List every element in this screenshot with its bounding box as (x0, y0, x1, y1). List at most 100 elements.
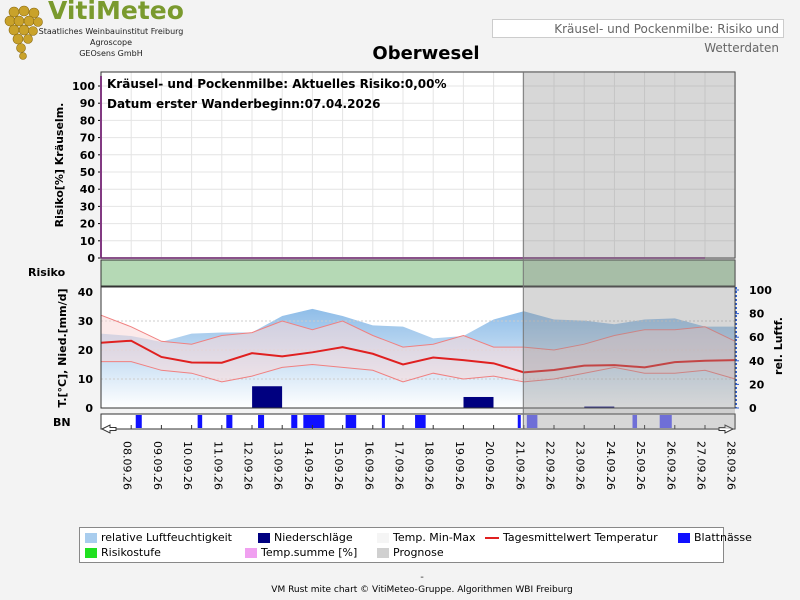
x-tick-label: 25.09.26 (634, 441, 647, 490)
risk-y-tick-label: 80 (80, 114, 96, 127)
leaf-wetness-label: BN (53, 416, 71, 429)
temp-min-line (101, 361, 736, 383)
legend-item: Temp.summe [%] (245, 546, 357, 559)
leaf-wetness-bar (345, 415, 357, 428)
x-tick-label: 24.09.26 (604, 441, 617, 490)
legend-label: Risikostufe (101, 546, 161, 559)
x-tick-label: 26.09.26 (664, 441, 677, 490)
x-tick-label: 13.09.26 (272, 441, 285, 490)
legend-label: Niederschläge (274, 531, 353, 544)
temp-max-line (100, 314, 736, 351)
legend-swatch (377, 547, 389, 558)
temp-y-tick-label: 0 (85, 402, 93, 415)
legend-item: Temp. Min-Max (377, 531, 476, 544)
x-tick-label: 20.09.26 (483, 441, 496, 490)
legend-item: Prognose (377, 546, 444, 559)
risk-y-axis-label: Risiko[%] Kräuselm. (53, 103, 66, 228)
x-tick-label: 15.09.26 (332, 441, 345, 490)
humidity-y-tick-label: 0 (749, 402, 757, 415)
x-tick-label: 22.09.26 (544, 441, 557, 490)
mean-temp-line (100, 339, 736, 374)
x-tick-label: 21.09.26 (513, 441, 526, 490)
leaf-wetness-bar (517, 415, 521, 428)
precip-bar (584, 406, 615, 408)
legend-swatch (245, 547, 257, 558)
risk-info-start-date: Datum erster Wanderbeginn:07.04.2026 (107, 97, 381, 111)
risk-y-tick-label: 30 (80, 200, 96, 213)
leaf-wetness-bar (303, 415, 325, 428)
x-tick-label: 10.09.26 (181, 441, 194, 490)
humidity-y-tick-label: 60 (749, 331, 765, 344)
risk-y-tick-label: 40 (80, 183, 96, 196)
x-tick-label: 12.09.26 (242, 441, 255, 490)
x-tick-label: 09.09.26 (151, 441, 164, 490)
leaf-wetness-bar (415, 415, 426, 428)
temp-y-tick-label: 40 (78, 286, 94, 299)
risk-plot-border (100, 71, 736, 259)
leaf-wetness-bar (226, 415, 233, 428)
humidity-y-tick-label: 80 (749, 308, 765, 321)
footer-credit: VM Rust mite chart © VitiMeteo-Gruppe. A… (271, 585, 573, 595)
x-tick-label: 16.09.26 (362, 441, 375, 490)
legend-label: Temp.summe [%] (261, 546, 358, 559)
x-tick-label: 17.09.26 (393, 441, 406, 490)
legend-item: Blattnässe (678, 531, 752, 544)
risk-y-tick-label: 100 (72, 80, 95, 93)
risk-y-tick-label: 50 (80, 166, 96, 179)
risk-y-tick-label: 90 (80, 97, 96, 110)
legend-label: Blattnässe (694, 531, 752, 544)
risk-band-border (100, 259, 736, 287)
chart-legend: relative Luftfeuchtigkeit Niederschläge Te… (79, 527, 752, 563)
humidity-y-axis-label: rel. Luftf. (772, 317, 785, 375)
risk-info-current: Kräusel- und Pockenmilbe: Aktuelles Risi… (107, 77, 447, 91)
x-tick-label: 23.09.26 (574, 441, 587, 490)
temp-y-axis-label: T.[°C], Nied.[mm/d] (56, 288, 69, 407)
leaf-wetness-bar (135, 415, 142, 428)
risk-level-band (101, 260, 735, 286)
x-tick-label: 08.09.26 (121, 441, 134, 490)
x-tick-label: 11.09.26 (211, 441, 224, 490)
legend-item: relative Luftfeuchtigkeit (85, 531, 232, 544)
humidity-y-tick-label: 40 (749, 355, 765, 368)
logo-line-3: GEOsens GmbH (79, 49, 143, 58)
header-subtitle: Kräusel- und Pockenmilbe: Risiko und Wet… (492, 19, 784, 55)
leaf-wetness-bar (632, 415, 638, 428)
chart-title: Oberwesel (372, 43, 480, 64)
risk-y-tick-label: 0 (87, 252, 95, 265)
precip-bar (252, 386, 283, 408)
legend-swatch (678, 532, 690, 543)
x-tick-label: 27.09.26 (695, 441, 708, 490)
x-tick-label: 14.09.26 (302, 441, 315, 490)
logo-line-2: Agroscope (89, 38, 133, 47)
forecast-overlay (523, 72, 735, 429)
precip-bar (463, 396, 494, 408)
risk-y-tick-label: 60 (80, 149, 96, 162)
legend-label: relative Luftfeuchtigkeit (101, 531, 232, 544)
leaf-wetness-bar (197, 415, 203, 428)
x-tick-label: 18.09.26 (423, 441, 436, 490)
legend-swatch (85, 547, 97, 558)
legend-swatch (377, 532, 389, 543)
leaf-wetness-bar (381, 415, 385, 428)
legend-item: Risikostufe (85, 546, 161, 559)
legend-label: Prognose (393, 546, 444, 559)
risk-y-tick-label: 10 (80, 235, 96, 248)
humidity-y-tick-label: 20 (749, 378, 765, 391)
legend-label: Tagesmittelwert Temperatur (503, 531, 658, 544)
leaf-wetness-bar (258, 415, 265, 428)
temp-min-max-band (101, 315, 736, 382)
legend-swatch (85, 532, 97, 543)
legend-item: Tagesmittelwert Temperatur (485, 531, 658, 544)
scroll-left-icon (100, 424, 117, 434)
logo-line-1: Staatliches Weinbauinstitut Freiburg (38, 27, 184, 36)
risk-band-label: Risiko (28, 266, 66, 279)
app-logo-title: VitiMeteo (48, 0, 184, 25)
footer-dash: - (420, 572, 424, 583)
leaf-wetness-bar (659, 415, 672, 428)
legend-swatch (258, 532, 270, 543)
legend-item: Niederschläge (258, 531, 353, 544)
temp-y-tick-label: 10 (78, 373, 94, 386)
risk-y-tick-label: 20 (80, 218, 96, 231)
scroll-right-icon (718, 424, 735, 434)
